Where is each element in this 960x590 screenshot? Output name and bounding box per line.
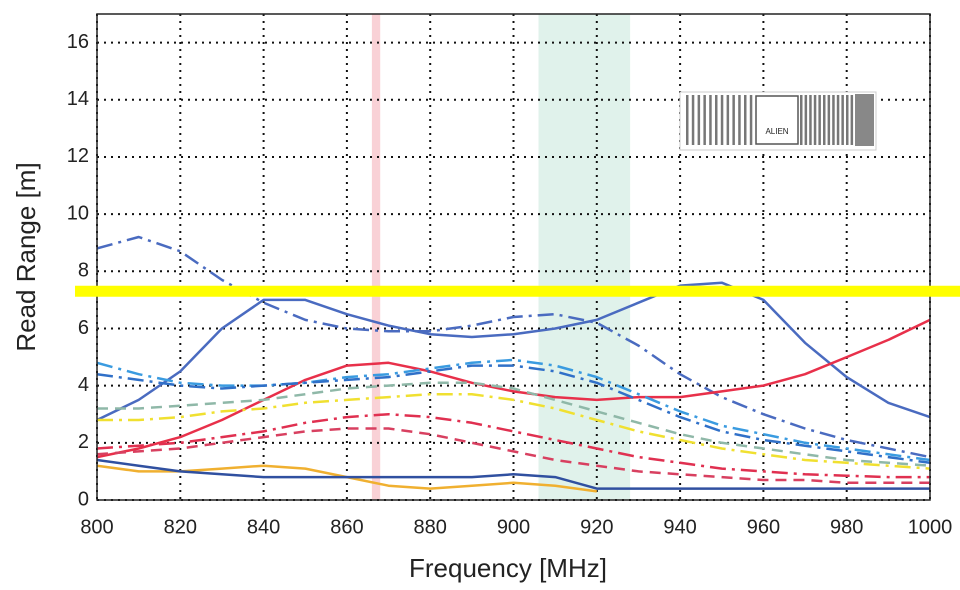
y-tick-label: 0 [78,488,89,510]
x-tick-label: 980 [830,516,863,538]
series-line [97,235,930,459]
lines [97,235,930,493]
x-tick-label: 920 [580,516,613,538]
y-tick-label: 6 [78,317,89,339]
x-tick-label: 800 [80,516,113,538]
tag-stripe [686,95,689,145]
tag-stripe [832,95,835,145]
tag-stripe [697,95,701,145]
tag-stripe [836,95,840,145]
tag-stripe [850,95,854,145]
tag-stripe [841,95,844,145]
x-axis-label: Frequency [MHz] [409,553,607,583]
y-tick-label: 10 [67,202,89,224]
tag-stripe [827,95,831,145]
grid [96,14,931,501]
series-line [97,458,930,490]
tag-stripe [703,95,706,145]
bands [371,14,631,500]
tag-label: ALIEN [765,127,788,136]
tag-stripe [804,95,808,145]
y-tick-label: 8 [78,260,89,282]
frequency-band [371,14,381,500]
y-tick-label: 14 [67,88,89,110]
x-tick-label: 900 [497,516,530,538]
tag-stripe [744,95,747,145]
tag-stripe [749,95,753,145]
x-tick-label: 880 [414,516,447,538]
x-tick-label: 960 [747,516,780,538]
y-tick-label: 16 [67,31,89,53]
y-axis-label: Read Range [m] [11,162,41,351]
y-tick-label: 12 [67,145,89,167]
tag-stripe [709,95,712,145]
tag-stripe [818,95,821,145]
series-line [97,427,930,485]
x-tick-label: 840 [247,516,280,538]
x-tick-label: 820 [164,516,197,538]
x-tick-label: 1000 [908,516,953,538]
series-line [97,381,930,467]
tag-chip-loop [755,95,799,145]
tag-stripe [691,95,695,145]
series-line [97,364,930,465]
series-line [97,318,930,459]
series-line [97,281,930,422]
y-tick-label: 4 [78,374,89,396]
tag-stripe [823,95,826,145]
tag-stripe [720,95,724,145]
tag-stripe [726,95,730,145]
x-tick-label: 860 [330,516,363,538]
y-tick-label: 2 [78,431,89,453]
tag-block [855,94,874,146]
tag-stripe [846,95,849,145]
tag-stripe [732,95,735,145]
tag-stripe [809,95,812,145]
series-line [97,392,930,470]
tag-image: ALIEN [679,91,877,151]
plot-frame [96,13,931,501]
tag-stripe [813,95,817,145]
frequency-band [538,14,631,500]
tag-stripe [715,95,718,145]
ticks: 800 820 840 860 880 900 920 940 960 980 1000 0 2 4 6 8 1… [67,31,953,538]
tag-antenna [686,95,854,145]
tag-stripe [738,95,741,145]
tag-stripe [800,95,803,145]
series-line [97,412,930,479]
x-tick-label: 940 [663,516,696,538]
